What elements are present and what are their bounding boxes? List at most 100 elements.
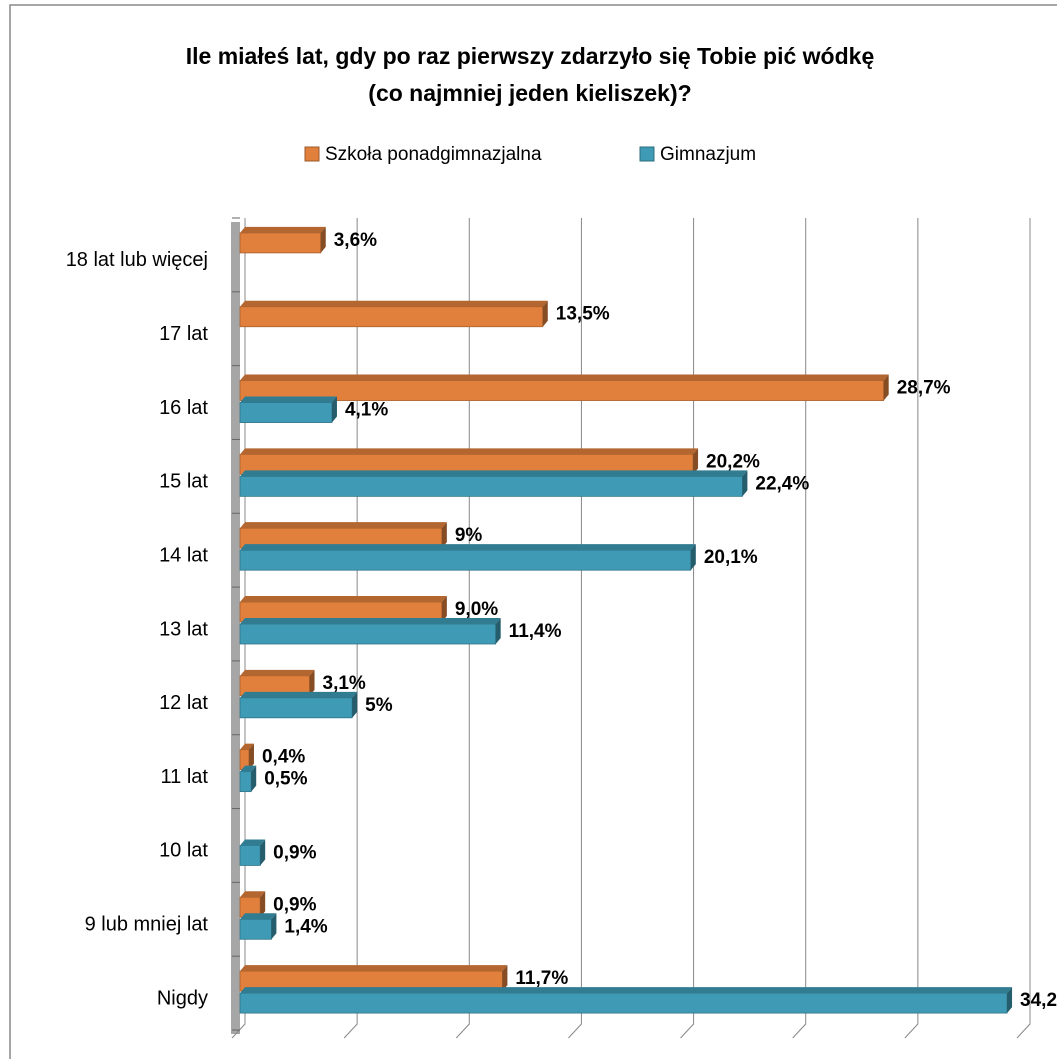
data-label: 11,4% (509, 621, 562, 642)
bar-side (352, 691, 358, 718)
grid-line (792, 218, 807, 1039)
bar-front (239, 549, 692, 571)
grid-line (680, 218, 695, 1039)
bar-front (239, 697, 353, 719)
bar-top (240, 891, 266, 898)
bar (239, 765, 257, 793)
data-label: 0,5% (264, 769, 307, 790)
bar-side (742, 470, 748, 497)
bar-side (441, 596, 447, 622)
bar (239, 965, 508, 992)
bar-side (248, 743, 254, 770)
y-tick-label: 18 lat lub więcej (66, 249, 208, 271)
data-label: 20,2% (706, 451, 760, 472)
bar-side (331, 396, 337, 423)
bar (239, 913, 277, 940)
data-label: 3,6% (334, 230, 377, 251)
bar (239, 544, 696, 571)
bar-side (260, 891, 266, 918)
chart-border (9, 4, 1057, 1059)
bar (239, 374, 889, 401)
bar-side (1007, 987, 1013, 1014)
bar-side (883, 374, 889, 401)
y-tick-label: 13 lat (159, 618, 208, 640)
data-label: 11,7% (515, 968, 568, 989)
bar-side (260, 839, 266, 866)
bar-top (240, 300, 548, 307)
bar-side (542, 300, 548, 327)
data-label: 20,1% (704, 547, 758, 568)
data-label: 0,9% (273, 894, 316, 915)
bar (239, 396, 337, 423)
bar-side (251, 765, 257, 792)
bar (239, 226, 326, 254)
bar-side (320, 226, 326, 253)
y-tick-label: 16 lat (159, 397, 208, 419)
y-tick-label: 12 lat (159, 692, 208, 714)
bar-top (240, 913, 277, 920)
bar-front (239, 918, 272, 940)
y-tick-label: 14 lat (159, 544, 208, 566)
legend-label: Szkoła ponadgimnazjalna (325, 144, 542, 165)
bar (239, 891, 266, 918)
bar-top (240, 544, 696, 551)
bar-top (240, 765, 257, 772)
bar-side (309, 669, 315, 696)
chart-title: Ile miałeś lat, gdy po raz pierwszy zdar… (186, 43, 875, 69)
bar-top (240, 448, 699, 455)
data-label: 22,4% (755, 473, 809, 494)
bar-side (271, 913, 277, 940)
grid-line (904, 218, 919, 1039)
data-label: 0,4% (262, 747, 305, 768)
y-tick-label: 17 lat (159, 323, 208, 345)
bar-top (240, 396, 337, 403)
bar-top (240, 691, 358, 698)
data-label: 1,4% (284, 916, 327, 937)
bar-top (240, 374, 889, 381)
bar (239, 618, 501, 645)
data-label: 0,9% (273, 842, 316, 863)
bar-top (240, 743, 254, 750)
bar-side (441, 522, 447, 549)
axis-wall (231, 222, 240, 1034)
bar (239, 669, 315, 697)
bar (239, 987, 1013, 1014)
data-label: 9,0% (455, 599, 498, 620)
bar-front (239, 623, 497, 645)
bar-side (495, 618, 501, 644)
bar (239, 470, 748, 497)
legend-swatch (639, 146, 655, 162)
bar (239, 448, 699, 475)
grid-line (568, 218, 582, 1039)
y-tick-label: 11 lat (161, 766, 209, 788)
bar-side (690, 544, 696, 571)
y-tick-label: Nigdy (157, 987, 208, 1009)
grid-line (1016, 218, 1031, 1039)
bar (239, 596, 447, 623)
data-label: 34,2% (1020, 990, 1057, 1011)
bar-front (239, 232, 322, 254)
bar-top (240, 669, 315, 676)
bar-top (240, 987, 1013, 994)
y-tick-label: 10 lat (159, 840, 208, 862)
y-tick-label: 15 lat (159, 471, 208, 493)
bar-front (239, 771, 252, 793)
bar-front (239, 845, 261, 866)
bar (239, 691, 358, 719)
bar (239, 300, 548, 328)
legend-label: Gimnazjum (660, 144, 756, 165)
bar (239, 839, 266, 866)
bar-top (240, 596, 447, 602)
bar (239, 743, 254, 771)
bar-top (240, 839, 266, 846)
data-label: 3,1% (323, 673, 366, 694)
data-label: 5% (365, 695, 393, 716)
data-label: 13,5% (556, 304, 610, 325)
bar (239, 522, 447, 549)
bar-front (239, 306, 544, 328)
bar-top (240, 226, 326, 233)
data-label: 4,1% (345, 400, 388, 421)
bar-top (240, 470, 748, 477)
